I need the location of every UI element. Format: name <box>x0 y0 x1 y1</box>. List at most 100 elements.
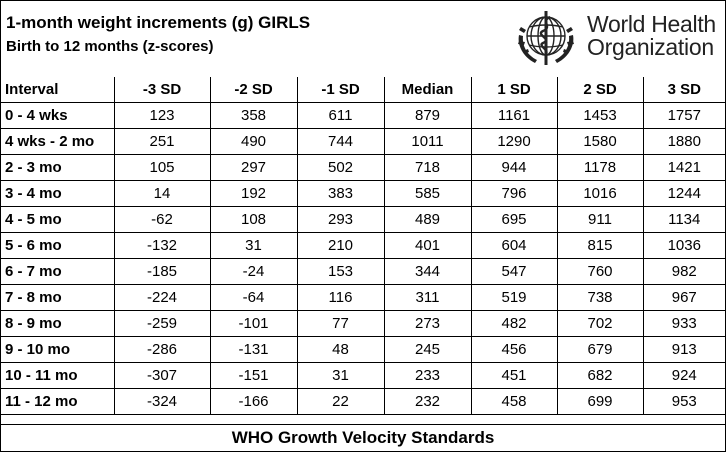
interval-cell: 2 - 3 mo <box>1 154 115 181</box>
value-cell: 1134 <box>642 206 725 233</box>
table-row: 6 - 7 mo -185 -24 153 344 547 760 982 <box>1 258 725 285</box>
value-cell: -24 <box>209 258 298 285</box>
value-cell: 519 <box>470 284 558 311</box>
table-row: 10 - 11 mo -307 -151 31 233 451 682 924 <box>1 362 725 389</box>
value-cell: 293 <box>296 206 385 233</box>
value-cell: 297 <box>209 154 298 181</box>
value-cell: 879 <box>383 102 472 129</box>
value-cell: 911 <box>556 206 644 233</box>
column-header: 3 SD <box>642 77 725 103</box>
column-header: 2 SD <box>556 77 644 103</box>
column-header: -2 SD <box>209 77 298 103</box>
table-row: 4 wks - 2 mo 251 490 744 1011 1290 1580 1880 <box>1 128 725 155</box>
column-header: Median <box>383 77 472 103</box>
table-row: 9 - 10 mo -286 -131 48 245 456 679 913 <box>1 336 725 363</box>
value-cell: 604 <box>470 232 558 259</box>
interval-cell: 6 - 7 mo <box>1 258 115 285</box>
column-header: -3 SD <box>113 77 211 103</box>
value-cell: 585 <box>383 180 472 207</box>
value-cell: 232 <box>383 388 472 415</box>
value-cell: -151 <box>209 362 298 389</box>
table-row: 11 - 12 mo -324 -166 22 232 458 699 953 <box>1 388 725 415</box>
value-cell: 123 <box>113 102 211 129</box>
value-cell: 796 <box>470 180 558 207</box>
value-cell: 760 <box>556 258 644 285</box>
value-cell: -224 <box>113 284 211 311</box>
interval-cell: 10 - 11 mo <box>1 362 115 389</box>
sheet-header: 1-month weight increments (g) GIRLS Birt… <box>1 1 725 77</box>
value-cell: 31 <box>209 232 298 259</box>
value-cell: 1290 <box>470 128 558 155</box>
value-cell: 358 <box>209 102 298 129</box>
who-emblem-icon <box>518 11 574 65</box>
value-cell: -64 <box>209 284 298 311</box>
value-cell: 108 <box>209 206 298 233</box>
value-cell: 451 <box>470 362 558 389</box>
column-header: 1 SD <box>470 77 558 103</box>
value-cell: 1757 <box>642 102 725 129</box>
value-cell: 210 <box>296 232 385 259</box>
value-cell: 502 <box>296 154 385 181</box>
value-cell: 718 <box>383 154 472 181</box>
value-cell: 1244 <box>642 180 725 207</box>
value-cell: 1178 <box>556 154 644 181</box>
value-cell: 913 <box>642 336 725 363</box>
interval-cell: 9 - 10 mo <box>1 336 115 363</box>
value-cell: 744 <box>296 128 385 155</box>
value-cell: 695 <box>470 206 558 233</box>
table-header-row: Interval -3 SD -2 SD -1 SD Median 1 SD 2… <box>1 77 725 103</box>
value-cell: 14 <box>113 180 211 207</box>
interval-cell: 7 - 8 mo <box>1 284 115 311</box>
value-cell: 401 <box>383 232 472 259</box>
value-cell: -101 <box>209 310 298 337</box>
interval-cell: 11 - 12 mo <box>1 388 115 415</box>
table-row: 5 - 6 mo -132 31 210 401 604 815 1036 <box>1 232 725 259</box>
who-logo-text: World Health Organization <box>587 13 716 59</box>
value-cell: 679 <box>556 336 644 363</box>
value-cell: 48 <box>296 336 385 363</box>
interval-cell: 0 - 4 wks <box>1 102 115 129</box>
value-cell: -185 <box>113 258 211 285</box>
value-cell: 251 <box>113 128 211 155</box>
value-cell: 273 <box>383 310 472 337</box>
value-cell: 738 <box>556 284 644 311</box>
value-cell: -324 <box>113 388 211 415</box>
value-cell: -166 <box>209 388 298 415</box>
value-cell: 153 <box>296 258 385 285</box>
interval-cell: 4 wks - 2 mo <box>1 128 115 155</box>
value-cell: 933 <box>642 310 725 337</box>
value-cell: 1036 <box>642 232 725 259</box>
value-cell: 547 <box>470 258 558 285</box>
value-cell: 31 <box>296 362 385 389</box>
value-cell: 192 <box>209 180 298 207</box>
value-cell: 458 <box>470 388 558 415</box>
value-cell: 953 <box>642 388 725 415</box>
page-title: 1-month weight increments (g) GIRLS <box>6 13 311 32</box>
value-cell: 1011 <box>383 128 472 155</box>
value-cell: 702 <box>556 310 644 337</box>
table-row: 4 - 5 mo -62 108 293 489 695 911 1134 <box>1 206 725 233</box>
interval-cell: 3 - 4 mo <box>1 180 115 207</box>
value-cell: 1161 <box>470 102 558 129</box>
value-cell: 489 <box>383 206 472 233</box>
value-cell: 944 <box>470 154 558 181</box>
value-cell: 456 <box>470 336 558 363</box>
value-cell: -307 <box>113 362 211 389</box>
value-cell: 482 <box>470 310 558 337</box>
value-cell: 682 <box>556 362 644 389</box>
who-logo-line2: Organization <box>587 34 714 60</box>
value-cell: 116 <box>296 284 385 311</box>
value-cell: 967 <box>642 284 725 311</box>
increments-table: Interval -3 SD -2 SD -1 SD Median 1 SD 2… <box>1 77 725 415</box>
value-cell: 233 <box>383 362 472 389</box>
table-row: 2 - 3 mo 105 297 502 718 944 1178 1421 <box>1 154 725 181</box>
column-header: Interval <box>1 77 115 103</box>
interval-cell: 4 - 5 mo <box>1 206 115 233</box>
table-row: 7 - 8 mo -224 -64 116 311 519 738 967 <box>1 284 725 311</box>
value-cell: 344 <box>383 258 472 285</box>
value-cell: 105 <box>113 154 211 181</box>
footer-caption: WHO Growth Velocity Standards <box>1 424 725 452</box>
value-cell: -132 <box>113 232 211 259</box>
value-cell: 611 <box>296 102 385 129</box>
